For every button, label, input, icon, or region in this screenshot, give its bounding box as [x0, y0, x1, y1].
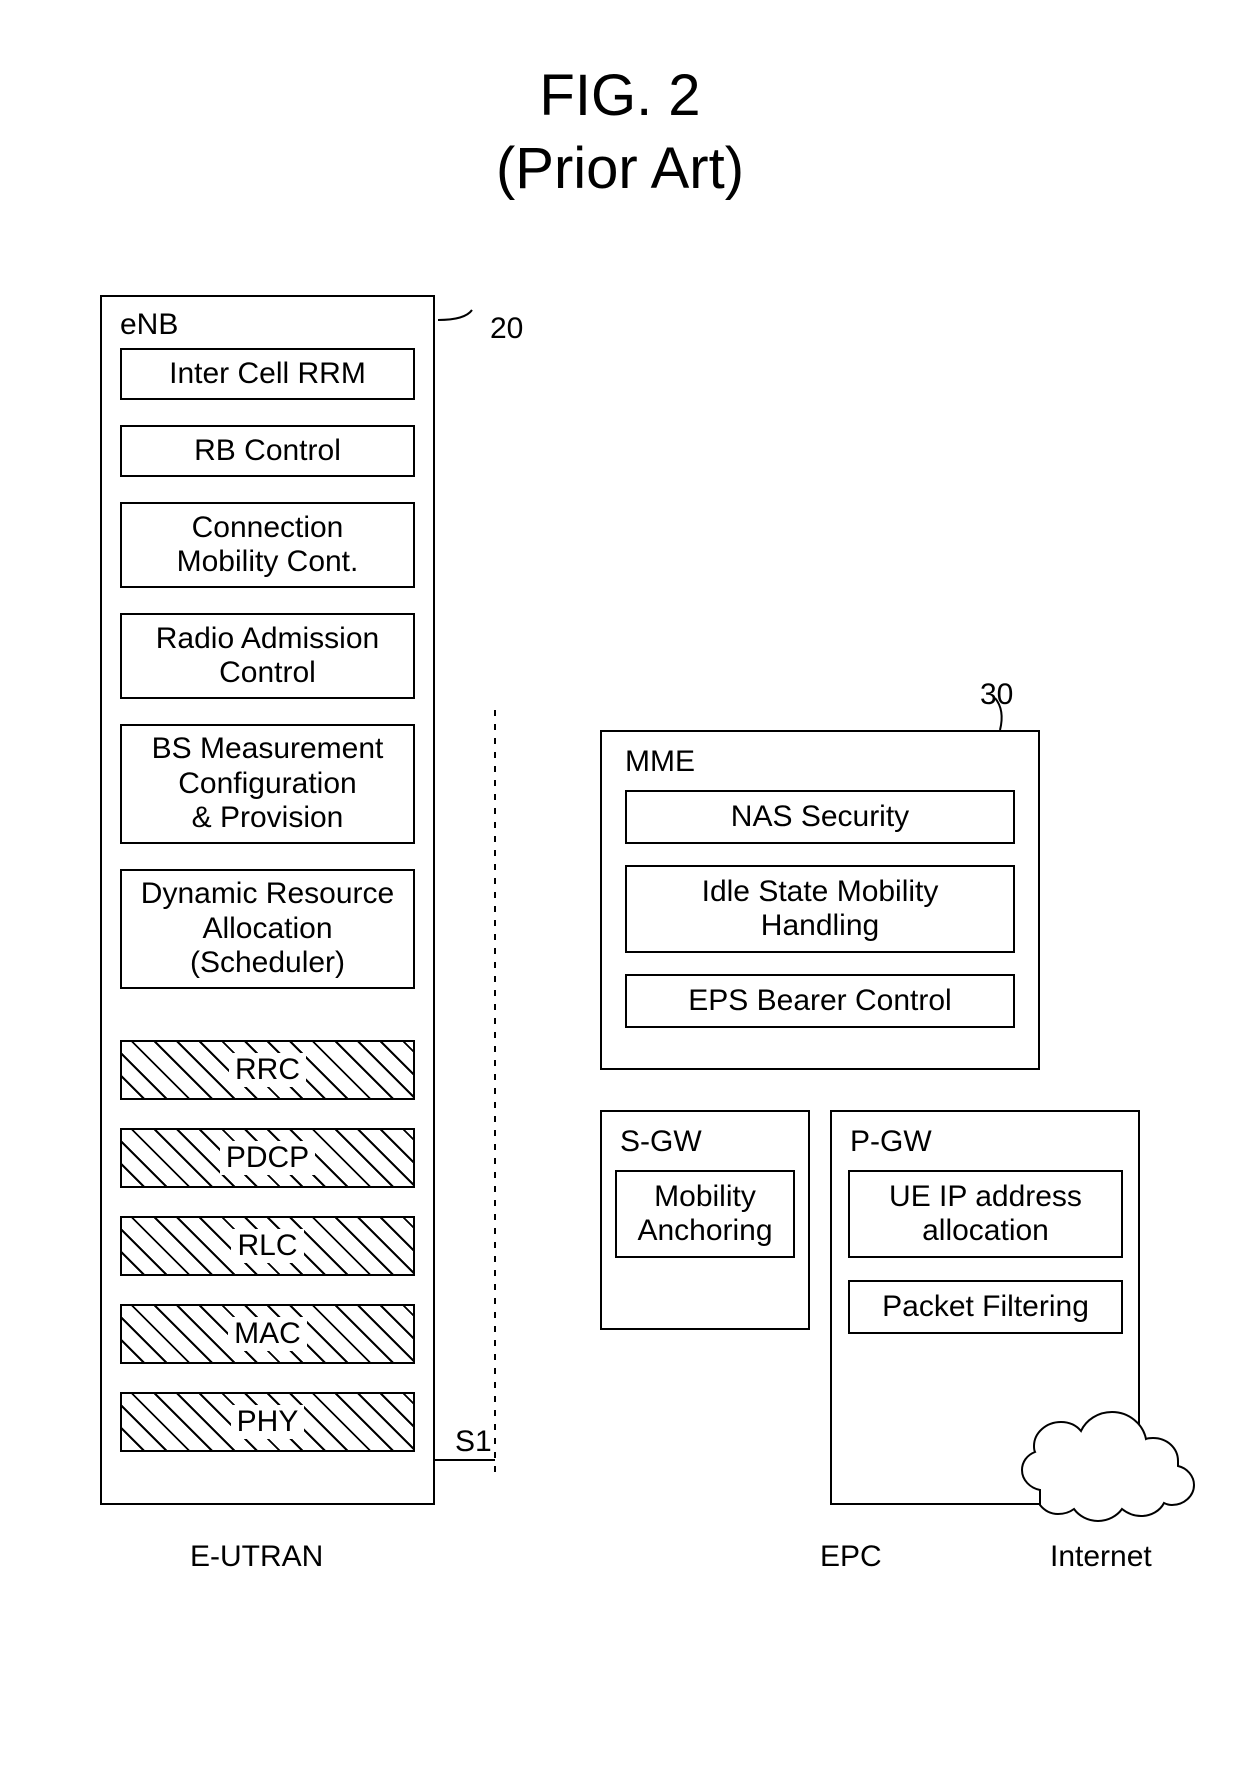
enb-item-label: PHY: [231, 1405, 305, 1440]
sgw-item: Mobility Anchoring: [615, 1170, 795, 1258]
figure-title-block: FIG. 2 (Prior Art): [0, 0, 1240, 205]
sgw-box-title: S-GW: [620, 1125, 702, 1159]
pgw-item-label: Packet Filtering: [882, 1290, 1089, 1325]
page: FIG. 2 (Prior Art) eNB MME S-GW P-GW 20 …: [0, 0, 1240, 1774]
mme-item-label: Idle State Mobility Handling: [702, 875, 939, 944]
enb-item-label: PDCP: [220, 1141, 315, 1176]
enb-item: RB Control: [120, 425, 415, 477]
sgw-item-label: Mobility Anchoring: [637, 1180, 772, 1249]
enb-item-label: Connection Mobility Cont.: [177, 511, 359, 580]
mme-item: EPS Bearer Control: [625, 974, 1015, 1028]
enb-item: Radio Admission Control: [120, 613, 415, 699]
pgw-box-title: P-GW: [850, 1125, 932, 1159]
figure-title-line2: (Prior Art): [0, 133, 1240, 206]
enb-item-label: Radio Admission Control: [156, 622, 379, 691]
enb-item-label: Inter Cell RRM: [169, 357, 366, 392]
mme-item-label: EPS Bearer Control: [688, 984, 951, 1019]
enb-item: MAC: [120, 1304, 415, 1364]
enb-item-label: RLC: [231, 1229, 303, 1264]
enb-item: Connection Mobility Cont.: [120, 502, 415, 588]
mme-box-title: MME: [625, 745, 695, 779]
enb-item: PHY: [120, 1392, 415, 1452]
figure-title-line1: FIG. 2: [0, 60, 1240, 133]
diagram-area: eNB MME S-GW P-GW 20 30 E-UTRAN EPC Inte…: [0, 280, 1240, 1680]
pgw-item: Packet Filtering: [848, 1280, 1123, 1334]
enb-item-label: RRC: [229, 1053, 306, 1088]
pgw-item-label: UE IP address allocation: [889, 1180, 1082, 1249]
lead-line-enb: [438, 310, 472, 320]
region-label-internet: Internet: [1050, 1540, 1152, 1574]
region-label-epc: EPC: [820, 1540, 882, 1574]
ref-label-30: 30: [980, 678, 1013, 712]
enb-item-label: RB Control: [194, 434, 341, 469]
mme-item-label: NAS Security: [731, 800, 909, 835]
s1-interface-label: S1: [455, 1425, 492, 1459]
enb-item: Dynamic Resource Allocation (Scheduler): [120, 869, 415, 989]
mme-item: NAS Security: [625, 790, 1015, 844]
mme-item: Idle State Mobility Handling: [625, 865, 1015, 953]
enb-item: RLC: [120, 1216, 415, 1276]
enb-item-label: Dynamic Resource Allocation (Scheduler): [141, 877, 394, 981]
enb-item: RRC: [120, 1040, 415, 1100]
ref-label-20: 20: [490, 312, 523, 346]
pgw-item: UE IP address allocation: [848, 1170, 1123, 1258]
enb-box-title: eNB: [120, 308, 178, 342]
enb-item: BS Measurement Configuration & Provision: [120, 724, 415, 844]
enb-item: PDCP: [120, 1128, 415, 1188]
enb-item-label: BS Measurement Configuration & Provision: [152, 732, 384, 836]
enb-item: Inter Cell RRM: [120, 348, 415, 400]
enb-item-label: MAC: [228, 1317, 307, 1352]
region-label-eutran: E-UTRAN: [190, 1540, 323, 1574]
